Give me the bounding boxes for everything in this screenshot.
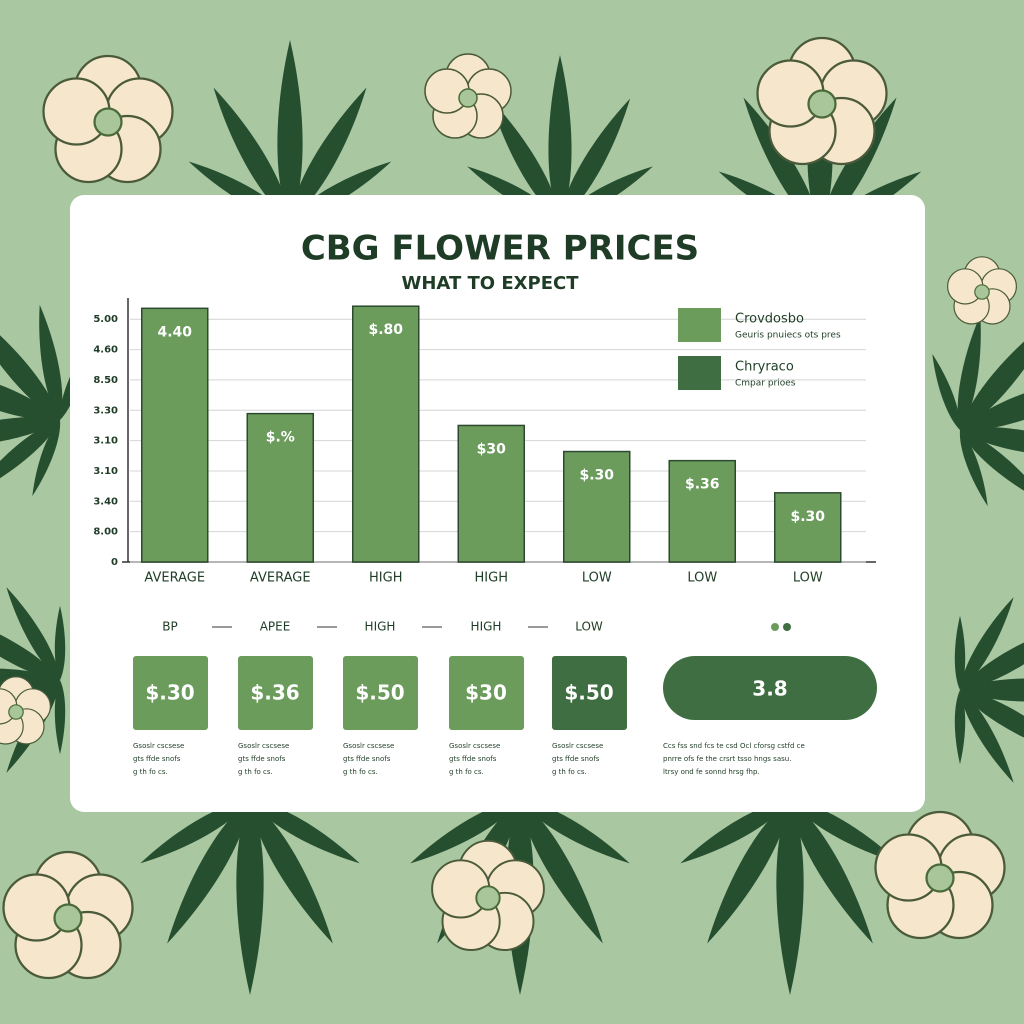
price-card (238, 656, 313, 730)
summary-value: 3.8 (752, 677, 787, 701)
bar (352, 305, 420, 563)
card-note: Gsoslr cscsese (343, 742, 394, 750)
legend-label: Chryraco (735, 360, 794, 375)
bar (668, 459, 736, 563)
legend-swatch (678, 356, 721, 390)
card-note: g th fo cs. (343, 768, 378, 776)
bar (563, 450, 631, 563)
price: $.30 (145, 681, 194, 705)
price: $.50 (564, 681, 613, 705)
card-note: g th fo cs. (133, 768, 168, 776)
y-tick-label: 5.00 (93, 314, 118, 325)
legend-label: Crovdosbo (735, 312, 804, 327)
dot (771, 623, 779, 631)
dot (783, 623, 791, 631)
bar-label: $.36 (685, 477, 720, 493)
price-card (449, 656, 524, 730)
legend-note: Geuris pnuiecs ots pres (735, 331, 841, 341)
y-tick-label: 8.50 (93, 375, 118, 386)
bar (774, 492, 842, 563)
price: $.36 (250, 681, 299, 705)
legend-swatch (678, 308, 721, 342)
card-note: g th fo cs. (449, 768, 484, 776)
x-tick-label: AVERAGE (144, 571, 205, 586)
summary-note: ltrsy ond fe sonnd hrsg fhp. (663, 768, 760, 776)
price: $.50 (355, 681, 404, 705)
y-tick-label: 3.10 (93, 466, 118, 477)
step-label: APEE (260, 620, 291, 634)
chart-subtitle: WHAT TO EXPECT (402, 273, 580, 294)
price-card (343, 656, 418, 730)
summary-note: Ccs fss snd fcs te csd Ocl cforsg cstfd … (663, 742, 805, 750)
bar-label: $.% (266, 430, 295, 446)
y-tick-label: 3.10 (93, 436, 118, 447)
y-tick-label: 4.60 (93, 345, 118, 356)
card-note: gts ffde snofs (343, 755, 391, 763)
card-note: gts ffde snofs (552, 755, 600, 763)
card-note: Gsoslr cscsese (238, 742, 289, 750)
step-label: LOW (575, 620, 603, 634)
x-tick-label: HIGH (369, 571, 402, 586)
price: $30 (465, 681, 507, 705)
y-tick-label: 3.30 (93, 405, 118, 416)
x-tick-label: LOW (793, 571, 823, 586)
bar-label: $30 (477, 441, 506, 457)
x-tick-label: LOW (582, 571, 612, 586)
card-note: gts ffde snofs (133, 755, 181, 763)
card-note: gts ffde snofs (238, 755, 286, 763)
y-tick-label: 8.00 (93, 527, 118, 538)
card-note: g th fo cs. (238, 768, 273, 776)
y-tick-label: 0 (111, 557, 118, 568)
card-note: g th fo cs. (552, 768, 587, 776)
x-tick-label: AVERAGE (250, 571, 311, 586)
x-tick-label: LOW (687, 571, 717, 586)
bar (141, 307, 209, 563)
bar-label: $.30 (790, 509, 825, 525)
bar-label: 4.40 (157, 324, 192, 340)
step-label: BP (162, 620, 177, 634)
chart-title: CBG FLOWER PRICES (301, 229, 699, 269)
price-card (133, 656, 208, 730)
summary-note: pnrre ofs fe the crsrt tsso hngs sasu. (663, 755, 791, 763)
step-label: HIGH (471, 620, 502, 634)
legend-note: Cmpar prioes (735, 379, 796, 389)
bar-label: $.30 (579, 468, 614, 484)
bar-label: $.80 (368, 322, 403, 338)
card-note: gts ffde snofs (449, 755, 497, 763)
price-card (552, 656, 627, 730)
y-tick-label: 3.40 (93, 496, 118, 507)
card-note: Gsoslr cscsese (552, 742, 603, 750)
step-label: HIGH (365, 620, 396, 634)
card-note: Gsoslr cscsese (449, 742, 500, 750)
bar (457, 424, 525, 563)
card-note: Gsoslr cscsese (133, 742, 184, 750)
bar (246, 412, 314, 563)
summary-pill (663, 656, 877, 720)
x-tick-label: HIGH (475, 571, 508, 586)
